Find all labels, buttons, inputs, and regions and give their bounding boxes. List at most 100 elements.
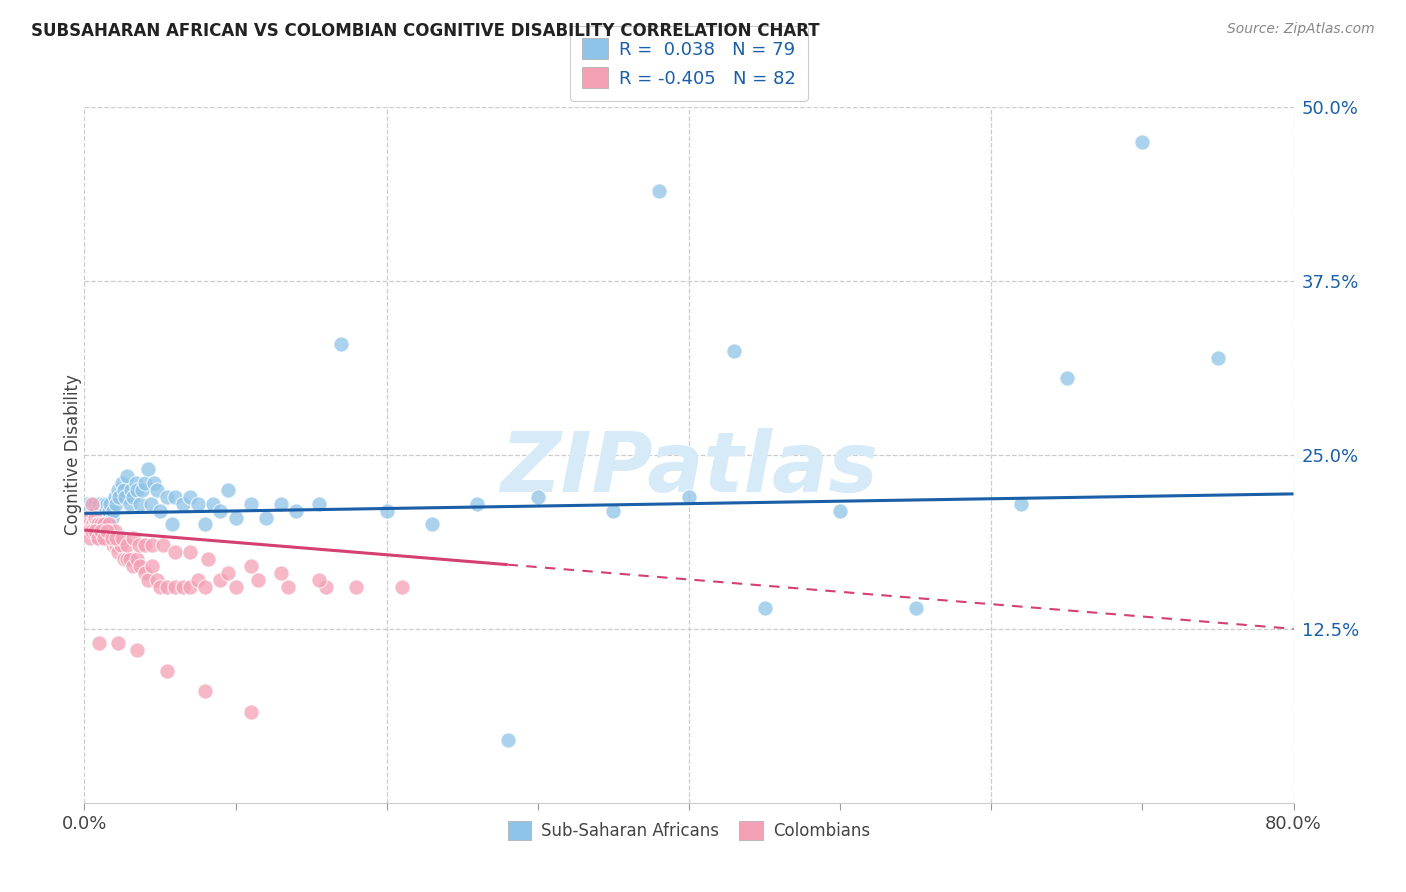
Point (75, 503, 97, 517)
Point (87, 532, 110, 546)
Point (90, 517, 112, 532)
Point (93, 532, 115, 546)
Point (146, 483, 169, 497)
Point (104, 524, 127, 539)
Point (277, 580, 299, 594)
Point (375, 503, 398, 517)
Point (107, 483, 129, 497)
Point (97, 517, 120, 532)
Point (160, 517, 183, 532)
Point (80, 524, 103, 539)
Point (89, 532, 111, 546)
Point (165, 545, 187, 559)
Point (1011, 497, 1033, 511)
Point (156, 490, 179, 504)
Point (172, 497, 194, 511)
Point (94, 503, 117, 517)
Point (114, 490, 136, 504)
Point (1130, 135, 1153, 149)
Point (346, 580, 368, 594)
Point (115, 552, 138, 566)
Point (179, 545, 201, 559)
Point (467, 497, 489, 511)
Point (308, 573, 330, 587)
Point (118, 552, 141, 566)
Point (86, 503, 108, 517)
Point (98, 497, 121, 511)
Point (84, 510, 107, 524)
Point (217, 483, 239, 497)
Point (76, 510, 98, 524)
Point (225, 580, 247, 594)
Point (165, 580, 187, 594)
Point (285, 503, 308, 517)
Point (80, 524, 103, 539)
Point (91, 524, 114, 539)
Point (96, 532, 118, 546)
Point (105, 497, 128, 511)
Point (129, 559, 152, 574)
Point (80, 497, 103, 511)
Point (86, 524, 108, 539)
Point (391, 580, 413, 594)
Point (179, 490, 201, 504)
Point (94, 524, 117, 539)
Point (239, 497, 262, 511)
Point (98, 524, 121, 539)
Point (139, 497, 162, 511)
Point (754, 601, 776, 615)
Point (89, 510, 111, 524)
Point (79, 524, 101, 539)
Point (107, 545, 129, 559)
Point (152, 538, 174, 552)
Point (209, 503, 232, 517)
Point (93, 517, 115, 532)
Point (179, 580, 201, 594)
Point (172, 580, 194, 594)
Point (125, 475, 148, 490)
Point (225, 510, 247, 524)
Point (91, 532, 114, 546)
Point (84, 497, 107, 511)
Point (420, 517, 443, 532)
Point (136, 573, 159, 587)
Point (118, 497, 141, 511)
Point (84, 524, 107, 539)
Point (131, 483, 153, 497)
Point (82, 503, 104, 517)
Point (89, 497, 111, 511)
Point (90, 503, 112, 517)
Point (127, 552, 149, 566)
Point (115, 538, 138, 552)
Point (194, 684, 217, 698)
Point (165, 490, 187, 504)
Point (100, 510, 122, 524)
Point (648, 184, 671, 198)
Point (86, 517, 108, 532)
Point (89, 636, 111, 650)
Point (100, 532, 122, 546)
Point (239, 706, 262, 720)
Point (96, 517, 118, 532)
Point (90, 524, 112, 539)
Point (96, 497, 118, 511)
Point (93, 497, 115, 511)
Point (97, 503, 120, 517)
Point (77, 510, 100, 524)
Point (270, 566, 292, 581)
Point (110, 538, 132, 552)
Point (1206, 351, 1229, 365)
Point (87, 517, 110, 532)
Point (101, 503, 124, 517)
Point (187, 497, 209, 511)
Point (247, 573, 270, 587)
Point (239, 559, 262, 574)
Point (96, 524, 118, 539)
Point (127, 642, 149, 657)
Point (79, 532, 101, 546)
Point (141, 559, 163, 574)
Point (197, 552, 219, 566)
Point (904, 601, 927, 615)
Point (156, 580, 179, 594)
Text: ZIPatlas: ZIPatlas (501, 428, 877, 509)
